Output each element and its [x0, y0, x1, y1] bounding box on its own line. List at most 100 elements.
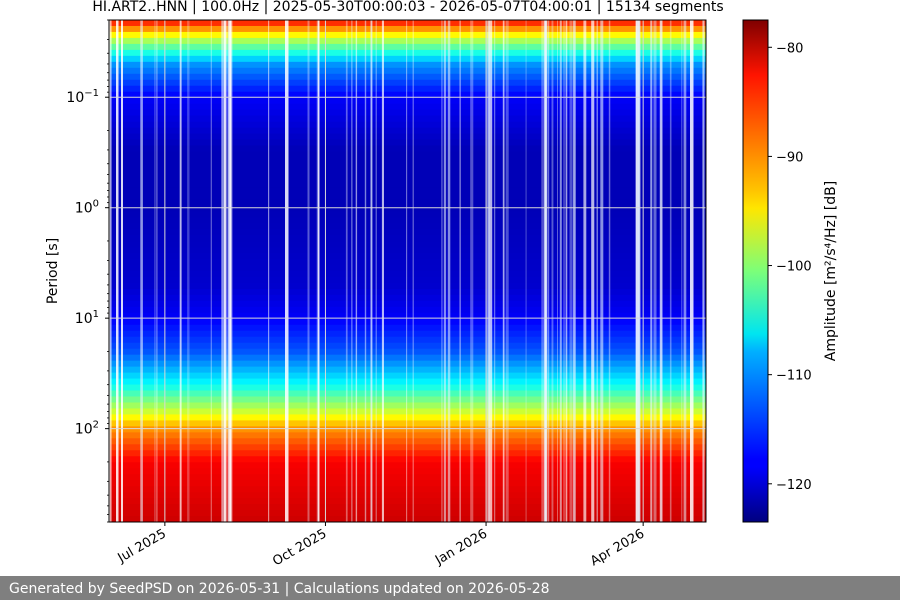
heatmap-row: [109, 396, 706, 404]
gap-stripe: [447, 20, 451, 522]
plot-area: [108, 19, 707, 523]
heatmap-row: [109, 390, 706, 398]
heatmap-row: [109, 486, 706, 493]
colorbar: −80 −90 −100 −110 −120 Amplitude [m²/s⁴/Hz] …: [742, 19, 839, 523]
heatmap-row: [109, 420, 706, 427]
heatmap-row: [109, 432, 706, 439]
heatmap-row: [109, 199, 706, 206]
heatmap-row: [109, 444, 706, 451]
gap-stripe: [638, 20, 641, 522]
heatmap-row: [109, 25, 706, 33]
data-gaps: [109, 20, 705, 522]
heatmap-row: [109, 37, 706, 45]
gap-stripe: [156, 20, 158, 522]
heatmap-row: [109, 408, 706, 416]
gap-stripe: [345, 20, 348, 522]
heatmap-row: [109, 139, 706, 147]
heatmap-row: [109, 271, 706, 278]
gap-stripe: [669, 20, 672, 522]
gap-stripe: [653, 20, 657, 522]
colorbar-tick-label: −120: [776, 478, 812, 493]
heatmap-row: [109, 342, 706, 350]
heatmap-row: [109, 151, 706, 159]
gap-stripe: [487, 20, 490, 522]
heatmap-row: [109, 282, 706, 290]
gap-stripe: [565, 20, 568, 522]
heatmap-row: [109, 336, 706, 344]
gap-stripe: [505, 20, 509, 522]
x-tick-label: Oct 2025: [270, 526, 329, 569]
heatmap-row: [109, 312, 706, 320]
heatmap-row: [109, 43, 706, 51]
heatmap-row: [109, 187, 706, 194]
heatmap-row: [109, 468, 706, 475]
heatmap-row: [109, 462, 706, 469]
heatmap-row: [109, 450, 706, 457]
heatmap-row: [109, 181, 706, 188]
heatmap-row: [109, 360, 706, 368]
heatmap-row: [109, 229, 706, 236]
gap-stripe: [551, 20, 554, 522]
gap-stripe: [307, 20, 310, 522]
heatmap-row: [109, 97, 706, 105]
heatmap-row: [109, 426, 706, 433]
heatmap-row: [109, 211, 706, 218]
heatmap-row: [109, 247, 706, 254]
heatmap-row: [109, 294, 706, 302]
gap-stripe: [116, 20, 119, 522]
gap-stripe: [636, 20, 639, 522]
heatmap-row: [109, 157, 706, 165]
gap-stripe: [444, 20, 447, 522]
heatmap-row: [109, 127, 706, 135]
heatmap-row: [109, 145, 706, 153]
heatmap-row: [109, 91, 706, 99]
heatmap-row: [109, 288, 706, 296]
gap-stripe: [351, 20, 353, 522]
gap-stripe: [573, 20, 576, 522]
heatmap-row: [109, 510, 706, 517]
gap-stripe: [583, 20, 587, 522]
heatmap-row: [109, 354, 706, 362]
x-tick-label: Jan 2026: [432, 526, 490, 568]
heatmap-row: [109, 55, 706, 63]
gap-stripe: [316, 20, 319, 522]
gap-stripe: [443, 20, 446, 522]
gap-stripe: [660, 20, 663, 522]
gridlines: [109, 20, 706, 522]
gap-stripe: [650, 20, 652, 522]
heatmap-row: [109, 85, 706, 93]
heatmap-row: [109, 372, 706, 380]
gap-stripe: [230, 20, 233, 522]
gap-stripe: [702, 20, 705, 522]
gap-stripe: [229, 20, 231, 522]
gap-stripe: [375, 20, 377, 522]
heatmap-row: [109, 516, 706, 522]
heatmap-row: [109, 163, 706, 171]
heatmap-row: [109, 223, 706, 230]
gap-stripe: [559, 20, 562, 522]
gap-stripe: [502, 20, 505, 522]
colorbar-label: Amplitude [m²/s⁴/Hz] [dB]: [823, 181, 839, 361]
gap-stripe: [525, 20, 527, 522]
gap-stripe: [681, 20, 683, 522]
gap-stripe: [569, 20, 573, 522]
heatmap-row: [109, 480, 706, 487]
heatmap-row: [109, 438, 706, 445]
gap-stripe: [154, 20, 155, 522]
heatmap-row: [109, 474, 706, 481]
gap-stripe: [412, 20, 414, 522]
heatmap-row: [109, 300, 706, 308]
gap-stripe: [544, 20, 548, 522]
footer-bar: Generated by SeedPSD on 2026-05-31 | Cal…: [0, 576, 900, 600]
heatmap-row: [109, 217, 706, 224]
y-tick-label: 101: [75, 309, 99, 327]
heatmap-row: [109, 79, 706, 87]
heatmap-row: [109, 67, 706, 75]
gap-stripe: [470, 20, 474, 522]
heatmap-row: [109, 133, 706, 141]
heatmap-row: [109, 31, 706, 39]
gap-stripe: [121, 20, 123, 522]
chart-title: HI.ART2..HNN | 100.0Hz | 2025-05-30T00:0…: [92, 0, 723, 15]
gap-stripe: [268, 20, 270, 522]
y-axis: 10−1 100 101 102: [66, 19, 109, 523]
